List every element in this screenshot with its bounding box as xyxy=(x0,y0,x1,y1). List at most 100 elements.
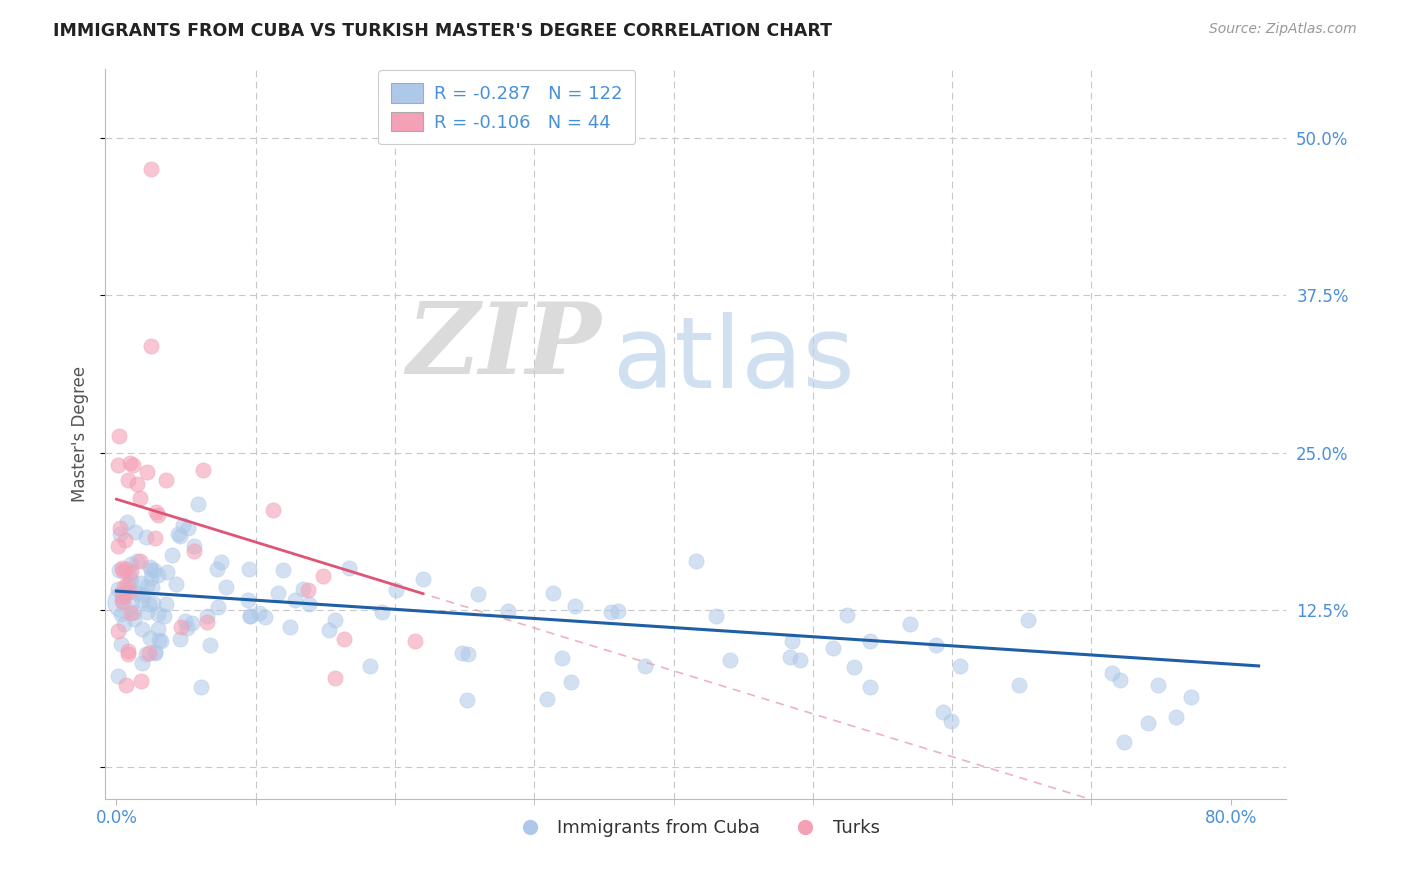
Point xyxy=(337,561,360,575)
Point xyxy=(112,595,135,609)
Point xyxy=(143,531,166,545)
Point xyxy=(780,633,803,648)
Point xyxy=(132,587,155,601)
Point xyxy=(111,594,134,608)
Point xyxy=(939,714,962,729)
Point xyxy=(115,678,138,692)
Point xyxy=(155,597,177,611)
Point xyxy=(371,605,394,619)
Point xyxy=(107,624,129,638)
Point xyxy=(141,581,163,595)
Point xyxy=(842,660,865,674)
Point xyxy=(108,562,131,576)
Point xyxy=(122,458,145,472)
Point xyxy=(312,569,335,583)
Point xyxy=(191,463,214,477)
Point xyxy=(108,428,131,442)
Point xyxy=(141,596,163,610)
Point xyxy=(167,527,190,541)
Point xyxy=(273,563,295,577)
Point xyxy=(859,633,882,648)
Point xyxy=(131,622,153,636)
Point xyxy=(172,518,194,533)
Point xyxy=(211,556,233,570)
Point xyxy=(146,568,169,582)
Point xyxy=(1164,710,1187,724)
Point xyxy=(205,561,228,575)
Point xyxy=(117,473,139,487)
Point xyxy=(143,646,166,660)
Point xyxy=(1017,613,1039,627)
Point xyxy=(145,505,167,519)
Point xyxy=(112,580,135,594)
Point xyxy=(138,597,160,611)
Point xyxy=(143,563,166,577)
Point xyxy=(127,477,149,491)
Point xyxy=(107,539,129,553)
Point xyxy=(146,607,169,621)
Point xyxy=(124,612,146,626)
Point xyxy=(139,631,162,645)
Point xyxy=(704,608,727,623)
Point xyxy=(141,563,163,577)
Point xyxy=(125,586,148,600)
Point xyxy=(718,653,741,667)
Point xyxy=(169,620,191,634)
Point xyxy=(131,656,153,670)
Point xyxy=(606,604,628,618)
Point xyxy=(111,590,134,604)
Point xyxy=(1114,735,1136,749)
Point xyxy=(117,647,139,661)
Point xyxy=(1146,678,1168,692)
Point xyxy=(183,543,205,558)
Point xyxy=(114,562,136,576)
Y-axis label: Master's Degree: Master's Degree xyxy=(72,366,89,501)
Point xyxy=(262,502,284,516)
Point xyxy=(129,673,152,688)
Point xyxy=(835,607,858,622)
Point xyxy=(634,659,657,673)
Point xyxy=(169,529,191,543)
Point xyxy=(112,589,135,603)
Point xyxy=(139,560,162,574)
Point xyxy=(124,525,146,540)
Point xyxy=(110,637,132,651)
Point xyxy=(564,599,586,614)
Point xyxy=(859,681,882,695)
Point xyxy=(541,585,564,599)
Point xyxy=(129,575,152,590)
Point xyxy=(457,647,479,661)
Point xyxy=(120,573,142,587)
Point xyxy=(239,609,262,624)
Point xyxy=(1137,715,1160,730)
Text: ZIP: ZIP xyxy=(406,298,602,394)
Point xyxy=(318,623,340,637)
Point xyxy=(136,605,159,619)
Point xyxy=(176,621,198,635)
Point xyxy=(551,651,574,665)
Point xyxy=(187,497,209,511)
Point xyxy=(195,615,218,630)
Point xyxy=(898,617,921,632)
Point xyxy=(384,582,406,597)
Point xyxy=(456,693,478,707)
Point xyxy=(254,609,277,624)
Point xyxy=(129,554,152,568)
Point xyxy=(141,338,163,352)
Point xyxy=(118,567,141,582)
Point xyxy=(174,614,197,628)
Point xyxy=(924,638,946,652)
Point xyxy=(118,585,141,599)
Point xyxy=(498,604,520,618)
Point xyxy=(932,705,955,719)
Point xyxy=(467,587,489,601)
Point xyxy=(115,576,138,591)
Point xyxy=(779,650,801,665)
Point xyxy=(135,647,157,661)
Point xyxy=(200,638,222,652)
Legend: Immigrants from Cuba, Turks: Immigrants from Cuba, Turks xyxy=(505,812,887,845)
Point xyxy=(238,561,260,575)
Point xyxy=(685,554,707,568)
Point xyxy=(138,646,160,660)
Text: Source: ZipAtlas.com: Source: ZipAtlas.com xyxy=(1209,22,1357,37)
